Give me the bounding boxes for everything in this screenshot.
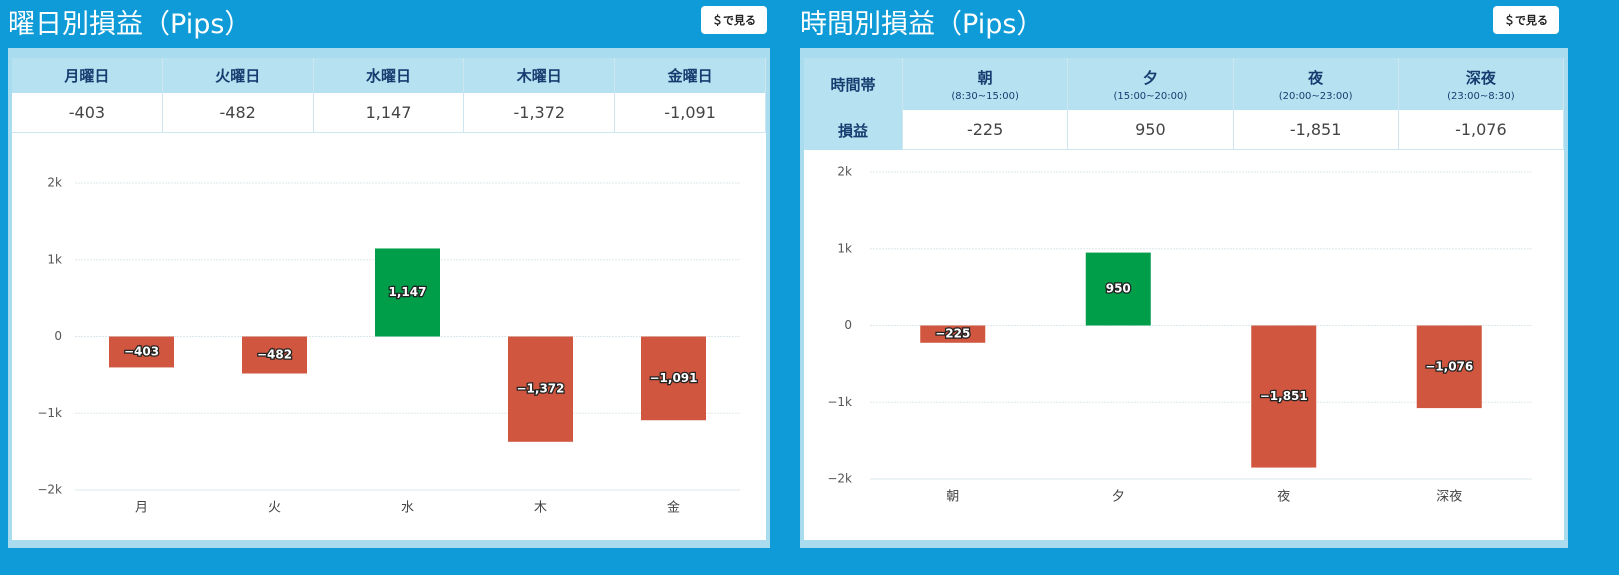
y-tick-label: 1k — [837, 241, 852, 255]
currency-button[interactable]: ＄で見る — [701, 6, 767, 34]
header-cell: 金曜日 — [615, 58, 766, 93]
header-cell: 水曜日 — [313, 58, 465, 93]
header-cell: 夕 (15:00~20:00) — [1068, 58, 1234, 110]
bar — [1416, 325, 1482, 409]
x-tick-label: 金 — [667, 500, 680, 516]
header-label: 夕 — [1142, 68, 1158, 87]
y-tick-label: −2k — [37, 483, 62, 497]
header-label: 夜 — [1308, 68, 1324, 87]
bar — [109, 336, 174, 368]
header-cell: 深夜 (23:00~8:30) — [1398, 58, 1564, 110]
y-tick-label: −1k — [827, 395, 852, 409]
header-cell: 朝 (8:30~15:00) — [903, 58, 1069, 110]
data-label: 1,147 — [389, 285, 427, 299]
bar — [1251, 325, 1317, 468]
y-tick-label: −2k — [827, 472, 852, 486]
bar — [375, 248, 440, 337]
data-label: −1,076 — [1425, 359, 1473, 373]
table-cell: -482 — [162, 93, 314, 133]
header-label: 朝 — [977, 68, 993, 87]
x-tick-label: 朝 — [946, 490, 959, 505]
x-tick-label: 月 — [135, 501, 148, 516]
currency-button[interactable]: ＄で見る — [1493, 6, 1559, 34]
bar — [1085, 252, 1151, 326]
data-label: 950 — [1106, 282, 1131, 296]
header-cell: 火曜日 — [162, 58, 314, 93]
header-sub: (23:00~8:30) — [1447, 90, 1515, 102]
table-cell: -1,091 — [615, 93, 766, 133]
x-tick-label: 夕 — [1112, 490, 1125, 505]
header-cell: 時間帯 — [804, 58, 903, 110]
header-sub: (8:30~15:00) — [951, 90, 1019, 102]
panel-title: 曜日別損益（Pips） — [8, 9, 252, 40]
panel: 月曜日 火曜日 水曜日 木曜日 金曜日 -403 -482 1,147 -1,3… — [8, 48, 770, 548]
table-header: 時間帯 朝 (8:30~15:00) 夕 (15:00~20:00) 夜 (20:00… — [804, 58, 1564, 110]
panel: 時間帯 朝 (8:30~15:00) 夕 (15:00~20:00) 夜 (20:00… — [800, 48, 1568, 548]
header-label: 深夜 — [1465, 68, 1496, 87]
x-tick-label: 火 — [268, 501, 281, 516]
y-tick-label: −1k — [37, 406, 62, 420]
y-tick-label: 2k — [47, 176, 62, 190]
bar — [641, 336, 706, 421]
x-tick-label: 木 — [534, 501, 547, 516]
x-tick-label: 深夜 — [1436, 490, 1462, 505]
row-label: 損益 — [804, 110, 903, 150]
table-row: 損益 -225 950 -1,851 -1,076 — [804, 110, 1564, 150]
header-cell: 夜 (20:00~23:00) — [1233, 58, 1399, 110]
table-row: -403 -482 1,147 -1,372 -1,091 — [12, 93, 766, 133]
table-cell: -1,372 — [464, 93, 616, 133]
header-cell: 月曜日 — [12, 58, 163, 93]
header-sub: (20:00~23:00) — [1278, 90, 1353, 102]
data-label: −482 — [257, 347, 292, 361]
data-label: −1,372 — [516, 382, 564, 396]
data-label: −403 — [124, 344, 159, 358]
data-label: −225 — [935, 327, 970, 341]
bar — [242, 336, 307, 374]
x-tick-label: 夜 — [1277, 490, 1290, 505]
y-tick-label: 2k — [837, 165, 852, 179]
table-cell: -403 — [12, 93, 163, 133]
header-sub: (15:00~20:00) — [1113, 90, 1188, 102]
data-label: −1,851 — [1260, 389, 1308, 403]
table-header: 月曜日 火曜日 水曜日 木曜日 金曜日 — [12, 58, 766, 93]
y-tick-label: 1k — [47, 252, 62, 266]
panel-body: 時間帯 朝 (8:30~15:00) 夕 (15:00~20:00) 夜 (20:00… — [804, 58, 1564, 540]
bar — [508, 336, 573, 442]
y-tick-label: 0 — [54, 329, 62, 343]
table-cell: -1,851 — [1233, 110, 1399, 150]
y-tick-label: 0 — [844, 318, 852, 332]
panel-title: 時間別損益（Pips） — [800, 9, 1044, 40]
bar — [920, 325, 986, 343]
data-label: −1,091 — [649, 371, 697, 385]
table-cell: -1,076 — [1398, 110, 1564, 150]
table-cell: 1,147 — [313, 93, 465, 133]
table-cell: 950 — [1068, 110, 1234, 150]
x-tick-label: 水 — [401, 501, 414, 516]
header-cell: 木曜日 — [464, 58, 616, 93]
table-cell: -225 — [903, 110, 1069, 150]
